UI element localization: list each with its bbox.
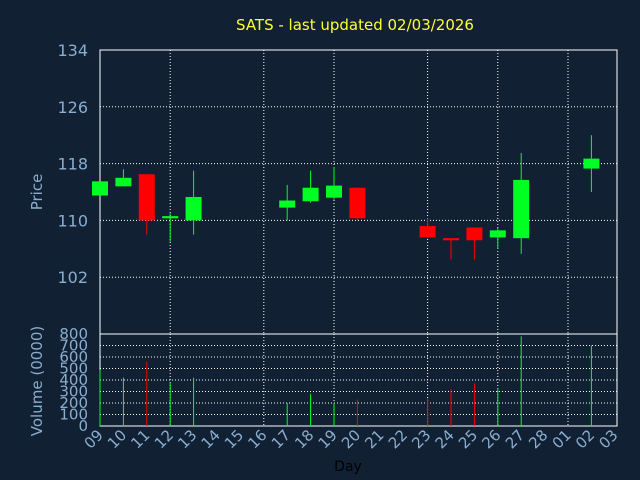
x-tick-label: 13 [174,426,200,452]
candle [185,170,202,235]
candle [466,227,483,260]
candle [326,167,342,200]
candle [302,170,319,203]
candle [583,135,600,192]
x-tick-label: 10 [104,426,130,452]
price-axis-label: Price [28,174,46,211]
x-tick-label: 27 [502,426,528,452]
x-tick-label: 24 [432,426,458,452]
candle-body [302,187,319,202]
volume-tick-label: 100 [59,406,88,424]
candle-body [583,158,600,169]
x-tick-label: 18 [291,426,317,452]
price-tick-label: 102 [57,268,88,287]
x-tick-label: 11 [127,426,153,452]
x-tick-label: 12 [151,426,177,452]
x-tick-label: 01 [549,426,575,452]
x-tick-label: 25 [455,426,481,452]
candle-body [349,187,366,219]
volume-tick-label: 400 [59,371,88,389]
x-tick-label: 22 [385,426,411,452]
volume-tick-label: 800 [59,325,88,343]
x-tick-label: 19 [315,426,341,452]
price-tick-label: 118 [57,155,88,174]
price-tick-label: 134 [57,41,88,60]
x-tick-label: 26 [478,426,504,452]
candle-body [115,177,132,187]
volume-tick-label: 500 [59,360,88,378]
candle-body [138,174,155,221]
x-tick-label: 17 [268,426,294,452]
x-tick-label: 23 [408,426,434,452]
x-tick-label: 03 [595,426,621,452]
candle [443,238,459,260]
x-axis-label: Day [334,459,362,475]
candle-body [466,227,483,241]
x-tick-label: 28 [525,426,551,452]
candle-body [92,181,108,196]
candle [513,152,530,254]
candle [349,187,366,221]
candle [279,184,296,221]
volume-tick-label: 300 [59,383,88,401]
chart-title: SATS - last updated 02/03/2026 [236,16,474,34]
candle [162,213,179,242]
x-tick-label: 02 [572,426,598,452]
candle-body [326,185,342,198]
x-tick-label: 15 [221,426,247,452]
candle-body [443,238,459,241]
candle [419,218,436,239]
candle-body [162,216,179,219]
volume-axis-label: Volume (0000) [28,326,46,436]
volume-tick-label: 200 [59,394,88,412]
price-tick-label: 126 [57,98,88,117]
candle-body [185,196,202,221]
x-axis: 0910111213141516171819202122232425262728… [81,426,622,452]
candle-body [513,179,530,239]
x-tick-label: 16 [244,426,270,452]
candle-body [279,200,296,208]
price-panel: 102 110 118 126 134 [57,41,618,335]
candle [92,181,108,196]
volume-tick-label: 0 [78,417,88,435]
candle [138,174,155,235]
volume-tick-label: 600 [59,348,88,366]
price-tick-label: 110 [57,211,88,230]
candle-body [419,226,436,238]
x-tick-label: 20 [338,426,364,452]
candle-body [489,230,506,238]
candle [489,227,506,249]
x-tick-label: 14 [198,426,224,452]
volume-tick-label: 700 [59,337,88,355]
candle [115,169,132,187]
x-tick-label: 21 [361,426,387,452]
